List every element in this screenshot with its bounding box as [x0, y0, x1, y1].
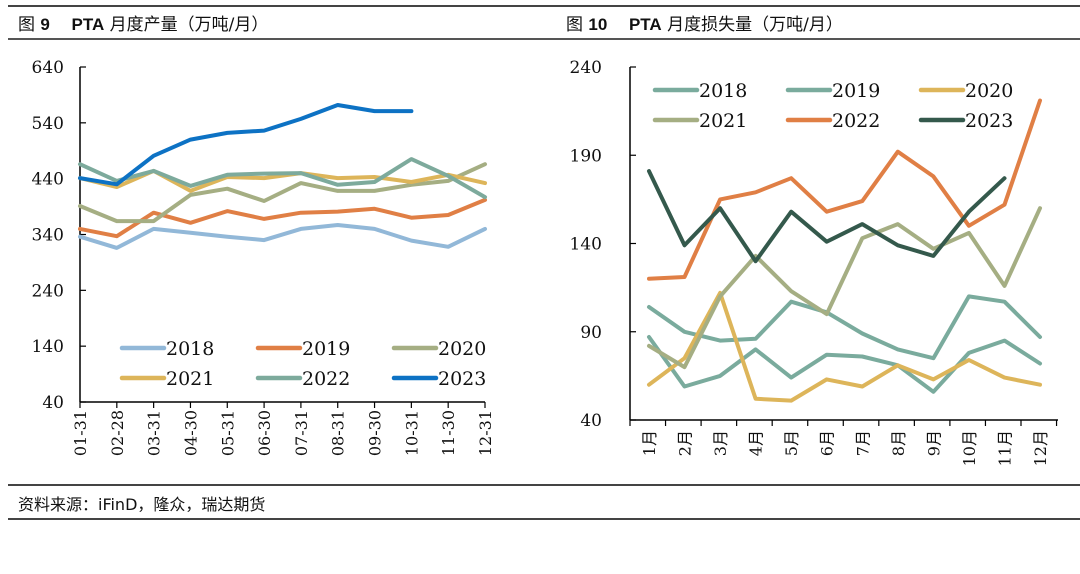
legend-label-2021: 2021: [699, 110, 747, 132]
y-tick-label: 640: [32, 58, 64, 78]
x-tick-label: 3月: [711, 430, 730, 456]
production-chart: 40 140 240 340 440 540 640 01-31 02-28 03-31 04-30…: [32, 58, 495, 456]
legend-label-2020: 2020: [965, 80, 1013, 102]
series-line-2020: [78, 162, 487, 224]
figure-9-code: PTA: [71, 15, 105, 34]
legend-label-2022: 2022: [302, 368, 350, 390]
x-tick-label: 10月: [960, 430, 979, 466]
source-note: 资料来源：iFinD，隆众，瑞达期货: [18, 495, 266, 514]
source-top-rule: [8, 484, 1080, 486]
y-tick-label: 140: [570, 235, 602, 255]
x-tick-label: 07-31: [292, 410, 311, 456]
top-rule: [8, 5, 1080, 7]
x-tick-label: 06-30: [255, 410, 274, 456]
y-tick-label: 190: [570, 146, 602, 166]
x-tick-label: 5月: [782, 430, 801, 456]
x-tick-label: 12月: [1031, 430, 1050, 466]
loss-chart: 40 90 140 190 240 1月 2月 3月 4月 5月 6月 7月 8月 9月 10月 11月 12月…: [570, 58, 1058, 466]
y-tick-label: 40: [42, 393, 64, 413]
legend-label-2023: 2023: [438, 368, 486, 390]
x-tick-label: 12-31: [476, 410, 495, 456]
legend-label-2019: 2019: [832, 80, 880, 102]
legend-label-2023: 2023: [965, 110, 1013, 132]
y-tick-label: 440: [32, 170, 64, 190]
y-tick-label: 340: [32, 226, 64, 246]
legend-label-2021: 2021: [166, 368, 214, 390]
x-tick-label: 10-31: [402, 410, 421, 456]
x-tick-label: 11-30: [439, 410, 458, 456]
y-tick-label: 240: [32, 281, 64, 301]
source-bottom-rule: [8, 518, 1080, 520]
series-line-2019: [647, 294, 1042, 361]
x-tick-label: 9月: [924, 430, 943, 456]
y-tick-label: 40: [580, 411, 602, 431]
series-line-2023: [78, 103, 414, 187]
x-tick-label: 09-30: [366, 410, 385, 456]
y-tick-label: 140: [32, 337, 64, 357]
x-tick-label: 2月: [676, 430, 695, 456]
x-tick-label: 01-31: [71, 410, 90, 456]
x-tick-label: 05-31: [218, 410, 237, 456]
y-tick-label: 540: [32, 114, 64, 134]
series-line-2021: [647, 206, 1042, 370]
x-tick-label: 4月: [747, 430, 766, 456]
series-line-2022: [78, 157, 487, 200]
legend-label-2019: 2019: [302, 338, 350, 360]
y-tick-label: 240: [570, 58, 602, 78]
series-line-2018: [78, 223, 487, 250]
series-line-2023: [647, 169, 1007, 264]
x-tick-label: 1月: [640, 430, 659, 456]
x-tick-label: 02-28: [108, 410, 127, 456]
y-tick-label: 90: [580, 323, 602, 343]
series-line-2019: [78, 197, 487, 239]
figure-10-title: 图 10 PTA 月度损失量（万吨/月）: [566, 10, 843, 35]
x-tick-label: 6月: [818, 430, 837, 456]
x-tick-label: 11月: [995, 430, 1014, 466]
figure-10-code: PTA: [628, 15, 662, 34]
figure-9-number: 9: [40, 15, 50, 34]
x-tick-label: 8月: [889, 430, 908, 456]
figure-10-prefix: 图: [566, 15, 583, 35]
figure-10-text: 月度损失量（万吨/月）: [667, 15, 843, 35]
figure-9-text: 月度产量（万吨/月）: [109, 15, 269, 35]
series-line-2018: [647, 335, 1042, 394]
legend-label-2018: 2018: [699, 80, 747, 102]
title-underline-rule: [8, 38, 1080, 40]
x-tick-label: 04-30: [181, 410, 200, 456]
x-tick-label: 03-31: [145, 410, 164, 456]
figure-9-prefix: 图: [18, 15, 35, 35]
figure-9-title: 图 9 PTA 月度产量（万吨/月）: [18, 10, 268, 35]
legend-label-2022: 2022: [832, 110, 880, 132]
x-tick-label: 7月: [853, 430, 872, 456]
figure-10-number: 10: [588, 15, 608, 34]
legend-label-2020: 2020: [438, 338, 486, 360]
legend-label-2018: 2018: [166, 338, 214, 360]
x-tick-label: 08-31: [329, 410, 348, 456]
